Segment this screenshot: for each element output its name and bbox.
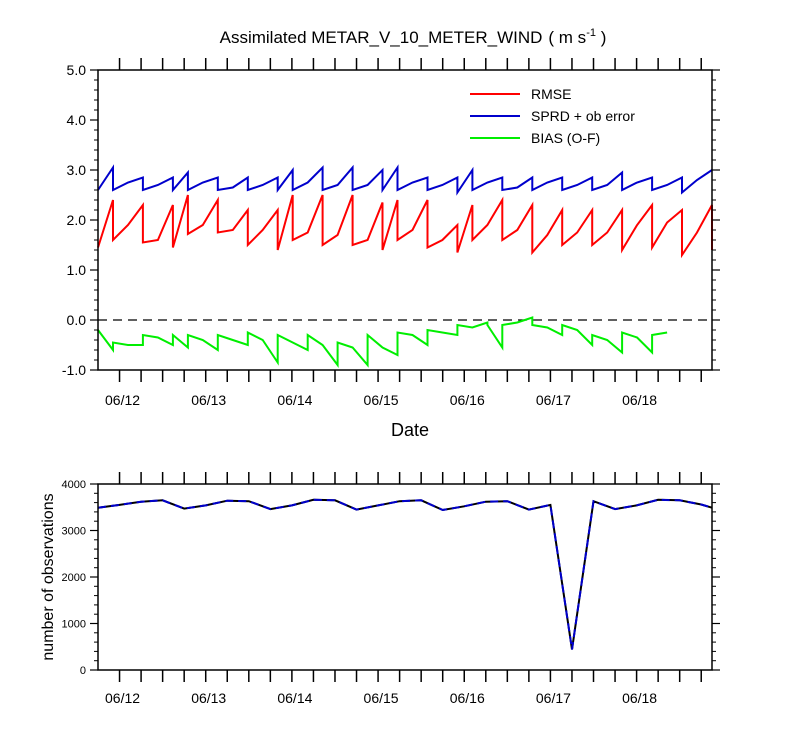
y-tick-label: 0 bbox=[80, 665, 86, 677]
legend-label: BIAS (O-F) bbox=[531, 130, 600, 146]
title-units: ( m s bbox=[548, 28, 586, 47]
title-units-exponent: -1 bbox=[586, 27, 596, 39]
x-tick-label: 06/16 bbox=[450, 690, 485, 706]
x-tick-label: 06/13 bbox=[191, 392, 226, 408]
bottom-plot-frame bbox=[97, 483, 713, 671]
series-line-2 bbox=[97, 316, 668, 368]
legend-label: SPRD + ob error bbox=[531, 108, 635, 124]
top-x-axis-label: Date bbox=[391, 420, 429, 440]
obs-line-0 bbox=[97, 498, 713, 650]
y-tick-label: 1000 bbox=[62, 619, 86, 631]
x-tick-label: 06/14 bbox=[277, 690, 312, 706]
series-line-0 bbox=[97, 194, 713, 259]
x-tick-label: 06/17 bbox=[536, 690, 571, 706]
y-tick-label: 5.0 bbox=[67, 62, 87, 78]
y-tick-label: 1.0 bbox=[67, 262, 87, 278]
top-axes-layer: -1.0 0.0 1.0 2.0 3.0 4.0 5.0 06/12 06/13 06/14 06/… bbox=[62, 58, 720, 408]
y-tick-label: 4000 bbox=[62, 479, 86, 491]
y-tick-label: 4.0 bbox=[67, 112, 87, 128]
title-text: Assimilated METAR_V_10_METER_WIND bbox=[220, 28, 543, 47]
x-tick-label: 06/14 bbox=[277, 392, 312, 408]
legend-label: RMSE bbox=[531, 86, 571, 102]
title-units-close: ) bbox=[596, 28, 606, 47]
x-tick-label: 06/15 bbox=[364, 690, 399, 706]
x-tick-label: 06/13 bbox=[191, 690, 226, 706]
top-chart: Assimilated METAR_V_10_METER_WIND( m s-1… bbox=[62, 27, 720, 440]
y-tick-label: 3.0 bbox=[67, 162, 87, 178]
y-tick-label: 2.0 bbox=[67, 212, 87, 228]
y-tick-label: 3000 bbox=[62, 526, 86, 538]
bottom-series-layer bbox=[97, 498, 713, 650]
x-tick-label: 06/18 bbox=[622, 690, 657, 706]
x-tick-label: 06/18 bbox=[622, 392, 657, 408]
top-chart-title: Assimilated METAR_V_10_METER_WIND ( m s-1… bbox=[220, 27, 607, 47]
obs-line-1 bbox=[97, 498, 713, 650]
bottom-chart: 0 1000 2000 3000 4000 06/12 06/13 06/14 06/15 06/… bbox=[40, 472, 720, 706]
x-tick-label: 06/12 bbox=[105, 690, 140, 706]
y-tick-label: 2000 bbox=[62, 572, 86, 584]
x-tick-label: 06/17 bbox=[536, 392, 571, 408]
series-line-1 bbox=[97, 164, 713, 196]
top-series-layer bbox=[97, 164, 713, 368]
x-tick-label: 06/12 bbox=[105, 392, 140, 408]
bottom-axes-layer: 0 1000 2000 3000 4000 06/12 06/13 06/14 06/15 06/… bbox=[62, 472, 720, 706]
x-tick-label: 06/16 bbox=[450, 392, 485, 408]
bottom-y-axis-label: number of observations bbox=[40, 493, 57, 660]
x-tick-label: 06/15 bbox=[364, 392, 399, 408]
y-tick-label: 0.0 bbox=[67, 312, 87, 328]
y-tick-label: -1.0 bbox=[62, 362, 86, 378]
legend: RMSE SPRD + ob error BIAS (O-F) bbox=[470, 86, 635, 146]
